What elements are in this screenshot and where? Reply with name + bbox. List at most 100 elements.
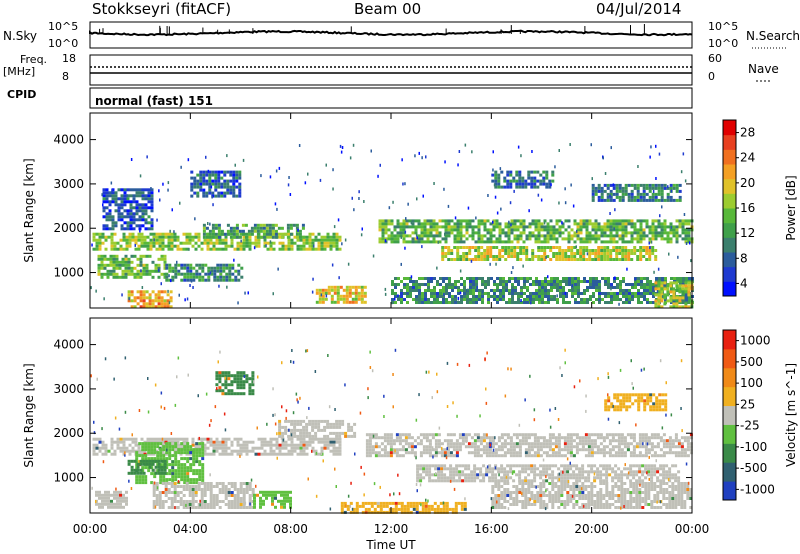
velocity-cell <box>98 446 102 450</box>
power-cell <box>212 247 216 251</box>
velocity-cell <box>488 436 492 440</box>
velocity-cell <box>180 451 184 455</box>
velocity-cell <box>165 478 169 482</box>
power-cell <box>544 277 547 280</box>
velocity-cell <box>278 443 282 447</box>
power-cell <box>183 266 187 270</box>
power-cell <box>567 237 571 241</box>
power-cell <box>645 246 649 249</box>
power-cell <box>622 289 625 292</box>
power-cell <box>226 223 230 227</box>
power-cell <box>115 257 119 261</box>
power-cell <box>151 275 155 279</box>
power-cell <box>163 305 167 309</box>
power-cell <box>155 235 159 239</box>
power-cell <box>226 170 230 174</box>
velocity-cell <box>443 451 447 455</box>
power-cell <box>688 295 691 298</box>
power-cell <box>299 244 303 248</box>
power-cell <box>484 286 487 289</box>
velocity-cell <box>257 452 261 456</box>
power-cell <box>460 301 463 304</box>
power-cell <box>248 235 252 239</box>
power-cell <box>529 295 532 298</box>
velocity-cell <box>548 445 552 449</box>
power-speckle <box>414 154 416 158</box>
power-cell <box>115 260 119 264</box>
power-cell <box>174 275 178 279</box>
velocity-cell <box>164 491 168 494</box>
power-cell <box>531 219 535 223</box>
velocity-cell <box>286 490 289 494</box>
velocity-cell <box>578 448 582 452</box>
power-cell <box>522 252 526 255</box>
power-cell <box>672 225 676 229</box>
power-cell <box>533 179 537 183</box>
power-cell <box>510 255 514 258</box>
power-colorbar-segment <box>723 252 736 268</box>
power-cell <box>477 255 481 258</box>
power-cell <box>649 280 652 283</box>
power-cell <box>679 301 682 304</box>
power-cell <box>208 235 212 239</box>
power-cell <box>570 234 574 238</box>
power-cell <box>128 244 132 248</box>
power-cell <box>214 173 218 177</box>
power-cell <box>239 247 243 251</box>
power-cell <box>130 299 134 303</box>
power-cell <box>663 287 667 291</box>
power-cell <box>646 298 649 301</box>
velocity-cell <box>153 442 157 446</box>
power-cell <box>685 298 688 301</box>
power-cell <box>113 247 117 251</box>
power-cell <box>517 280 520 283</box>
velocity-cell <box>144 466 148 470</box>
velocity-cell <box>629 433 633 437</box>
velocity-cell <box>410 448 414 452</box>
power-cell <box>657 287 661 291</box>
power-cell <box>607 283 610 286</box>
power-cell <box>311 247 315 251</box>
velocity-cell <box>401 445 405 449</box>
power-cell <box>213 269 217 273</box>
velocity-cell <box>221 374 225 378</box>
power-cell <box>329 241 333 245</box>
velocity-cell <box>623 451 627 455</box>
power-cell <box>456 255 460 258</box>
power-speckle <box>320 293 323 297</box>
power-cell <box>463 292 466 295</box>
power-cell <box>256 235 260 239</box>
power-cell <box>463 289 466 292</box>
power-cell <box>151 302 155 306</box>
power-cell <box>287 244 291 248</box>
power-cell <box>600 198 604 202</box>
power-cell <box>237 278 241 282</box>
power-cell <box>134 235 138 239</box>
power-cell <box>474 231 478 235</box>
power-cell <box>615 192 619 196</box>
power-cell <box>433 277 436 280</box>
power-cell <box>326 241 330 245</box>
power-cell <box>161 247 165 251</box>
power-cell <box>555 240 559 244</box>
power-cell <box>238 229 242 233</box>
power-cell <box>471 228 475 232</box>
power-cell <box>495 222 499 226</box>
velocity-cell <box>275 437 279 441</box>
power-cell <box>228 263 232 267</box>
velocity-cell <box>281 434 285 438</box>
power-cell <box>507 231 511 235</box>
power-cell <box>445 289 448 292</box>
power-cell <box>232 191 236 195</box>
power-cell <box>136 269 140 273</box>
power-cell <box>648 186 652 190</box>
velocity-cell <box>530 442 534 446</box>
power-cell <box>139 254 143 258</box>
power-cell <box>205 235 209 239</box>
velocity-cell <box>134 437 138 441</box>
power-cell <box>598 289 601 292</box>
velocity-cell <box>194 494 198 497</box>
power-cell <box>286 235 290 239</box>
power-cell <box>345 294 349 298</box>
power-cell <box>354 285 358 289</box>
